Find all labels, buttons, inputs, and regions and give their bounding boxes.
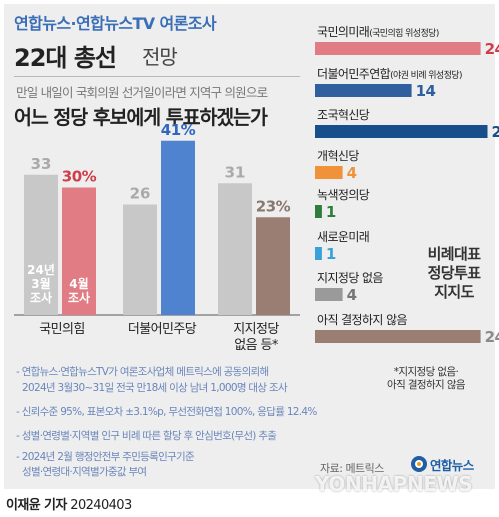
party-name: 새로운미래: [317, 230, 369, 244]
party-name-note: (야권 비례 위성정당): [390, 69, 462, 81]
party-label: 아직 결정하지 않음: [317, 313, 408, 327]
survey-question: 만일 내일이 국회의원 선거일이라면 지역구 의원으로: [16, 85, 268, 100]
legend-curr-label: 4월: [69, 276, 88, 291]
note-line: - 2024년 2월 행정안전부 주민등록인구기준: [16, 451, 195, 463]
title-divider: [14, 76, 300, 77]
party-name: 아직 결정하지 않음: [317, 313, 408, 327]
data-label-curr: 41%: [161, 121, 196, 139]
party-bar: [315, 288, 343, 301]
party-bar: [315, 166, 343, 179]
kicker-title: 연합뉴스·연합뉴스TV 여론조사: [14, 14, 217, 33]
party-name: 개혁신당: [317, 149, 359, 163]
party-label: 새로운미래: [317, 230, 369, 244]
bar-prev: [24, 174, 58, 315]
party-bar: [315, 330, 481, 343]
category-label: 더불어민주당: [128, 322, 197, 337]
party-value: 25: [492, 123, 499, 141]
data-label-curr: 23%: [256, 197, 291, 215]
data-label-prev: 33: [31, 155, 52, 173]
party-label: 지지정당 없음: [317, 271, 383, 285]
proportional-chart-title: 비례대표 정당투표 지지도: [419, 245, 489, 302]
bar-curr: [161, 140, 195, 315]
bar-prev: [218, 183, 252, 315]
source-credit: 자료: 메트릭스: [320, 462, 384, 475]
party-value: 24%: [485, 40, 499, 58]
party-label: 더불어민주연합(야권 비례 위성정당): [317, 67, 462, 81]
category-label: 지지정당: [233, 322, 279, 337]
methodology-notes: - 연합뉴스·연합뉴스TV가 여론조사업체 메트릭스에 공동의뢰해 2024년 …: [12, 364, 317, 478]
note-line: - 성별·연령별·지역별 인구 비례 따른 할당 후 안심번호(무선) 추출: [16, 430, 277, 442]
bar-curr: [62, 187, 96, 315]
note-line: 2024년 3월30~31일 전국 만18세 이상 남녀 1,000명 대상 조…: [22, 382, 288, 394]
bar-curr: [256, 217, 290, 315]
watermark: YONHAPNEWS: [315, 472, 473, 496]
byline-date: 20240403: [70, 498, 132, 513]
party-bar: [315, 42, 481, 55]
party-name: 더불어민주연합: [317, 67, 391, 81]
data-label-curr: 30%: [62, 168, 97, 186]
party-value: 4: [347, 286, 357, 304]
party-value: 1: [326, 245, 336, 263]
title-line: 비례대표: [427, 245, 481, 263]
data-label-prev: 26: [130, 185, 151, 203]
footnote: *지지정당 없음· 아직 결정하지 않음: [372, 366, 480, 392]
party-label: 개혁신당: [317, 149, 359, 163]
byline-author: 이재윤 기자: [6, 498, 67, 513]
party-bar: [315, 84, 412, 97]
legend-prev-label: 조사: [30, 290, 52, 305]
party-name: 지지정당 없음: [317, 271, 383, 285]
party-name: 국민의미래: [317, 25, 369, 39]
data-label-prev: 31: [225, 163, 246, 181]
byline: 이재윤 기자 20240403: [6, 494, 132, 513]
party-value: 1: [326, 203, 336, 221]
note-line: - 연합뉴스·연합뉴스TV가 여론조사업체 메트릭스에 공동의뢰해: [16, 366, 269, 378]
title-line: 지지도: [434, 283, 474, 301]
footnote-line: 아직 결정하지 않음: [387, 379, 466, 391]
party-bar: [315, 205, 322, 218]
main-title: 22대 총선: [14, 44, 117, 72]
logo-wordmark: 연합뉴스: [430, 458, 474, 473]
footnote-line: *지지정당 없음·: [393, 366, 459, 378]
legend-prev-label: 3월: [31, 276, 50, 291]
title-line: 정당투표: [427, 264, 481, 282]
party-value: 24: [485, 328, 499, 346]
category-label: 국민의힘: [39, 322, 84, 337]
chart-headline: 어느 정당 후보에게 투표하겠는가: [14, 106, 268, 129]
note-line: 성별·연령대·지역별가중값 부여: [22, 466, 147, 478]
party-value: 14: [416, 82, 436, 100]
yonhap-logo-icon: [411, 456, 427, 472]
legend-prev-label: 24년: [27, 263, 55, 277]
party-bar: [315, 125, 488, 138]
party-name: 조국혁신당: [317, 108, 370, 122]
header: 연합뉴스·연합뉴스TV 여론조사 22대 총선 전망: [12, 8, 292, 80]
legend-curr-label: 조사: [68, 290, 90, 305]
main-subtitle: 전망: [142, 45, 178, 69]
party-value: 4: [347, 164, 357, 182]
party-label: 녹색정의당: [317, 188, 370, 202]
party-label: 조국혁신당: [317, 108, 370, 122]
note-line: - 신뢰수준 95%, 표본오차 ±3.1%p, 무선전화면접 100%, 응답…: [16, 406, 317, 418]
yonhap-logo: 연합뉴스: [410, 454, 492, 474]
party-label: 국민의미래(국민의힘 위성정당): [317, 25, 439, 39]
party-bar: [315, 247, 322, 260]
party-name: 녹색정의당: [317, 188, 370, 202]
bar-prev: [123, 204, 157, 315]
party-name-note: (국민의힘 위성정당): [369, 28, 439, 39]
category-label: 없음 등*: [234, 338, 279, 353]
